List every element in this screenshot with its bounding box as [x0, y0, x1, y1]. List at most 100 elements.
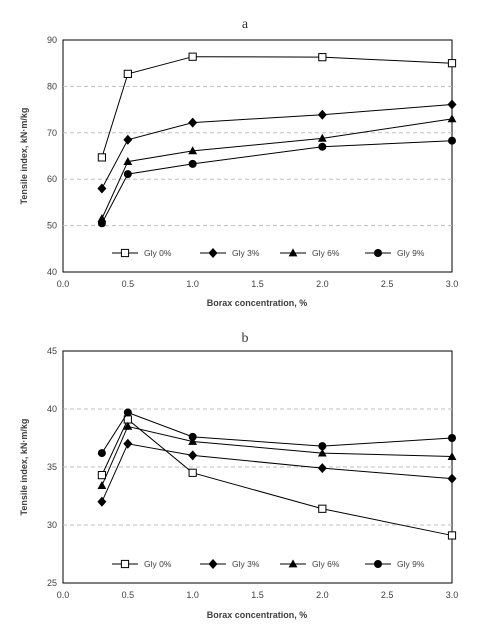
x-tick-label: 2.0: [316, 590, 329, 600]
data-point: [123, 156, 133, 165]
legend-item: Gly 0%: [112, 248, 172, 258]
y-tick-label: 45: [47, 346, 57, 356]
data-point: [447, 59, 457, 68]
data-point: [97, 153, 107, 162]
x-tick-label: 2.5: [381, 590, 394, 600]
x-tick-label: 1.0: [186, 590, 199, 600]
data-point: [318, 504, 327, 513]
panel-a-gridlines: [63, 85, 452, 227]
data-point: [97, 219, 106, 228]
data-point: [97, 480, 107, 489]
panel-a-x-tick-labels: 0.0 0.5 1.0 1.5 2.0 2.5 3.0: [57, 279, 459, 289]
legend-label: Gly 3%: [232, 559, 260, 569]
x-tick-label: 0.5: [122, 590, 135, 600]
legend-item: Gly 9%: [365, 248, 425, 258]
y-tick-label: 80: [47, 81, 57, 91]
legend-item: Gly 3%: [200, 248, 260, 258]
x-tick-label: 1.5: [251, 590, 264, 600]
legend-item: Gly 3%: [200, 559, 260, 569]
legend-marker: [208, 248, 218, 258]
legend-marker: [120, 248, 130, 258]
x-tick-label: 0.5: [122, 279, 135, 289]
data-point: [188, 52, 197, 61]
data-point: [317, 448, 327, 457]
data-point: [123, 421, 133, 430]
data-point: [123, 69, 132, 78]
x-tick-label: 2.5: [381, 279, 394, 289]
data-point: [123, 170, 132, 179]
panel-b-title: b: [242, 331, 249, 346]
legend-label: Gly 6%: [312, 559, 340, 569]
panel-b-x-axis-label: Borax concentration, %: [207, 610, 308, 620]
data-point: [318, 442, 327, 451]
data-point: [448, 136, 456, 145]
panel-b-legend: Gly 0% Gly 3% Gly 6% Gly 9%: [112, 559, 425, 569]
series-3: [97, 421, 457, 489]
data-point: [188, 159, 197, 168]
data-point: [188, 450, 198, 461]
data-point: [317, 463, 327, 474]
series-4: [97, 136, 456, 228]
y-tick-label: 70: [47, 128, 57, 138]
panel-a-y-tick-labels: 40 50 60 70 80 90: [47, 35, 57, 277]
panel-b-series: [97, 408, 457, 540]
panel-a-plot-frame: [62, 39, 453, 273]
legend-item: Gly 6%: [280, 248, 340, 258]
x-tick-label: 3.0: [446, 279, 459, 289]
y-tick-label: 40: [47, 267, 57, 277]
panel-a: a 40 50 60 70 80 90 0.0 0.5 1.0 1.5 2.0 2.5 3.0 Bor…: [19, 17, 458, 308]
data-point: [447, 99, 457, 110]
legend-label: Gly 9%: [397, 559, 425, 569]
data-point: [447, 473, 457, 484]
data-point: [123, 438, 133, 449]
legend-marker: [288, 248, 298, 257]
legend-marker: [374, 560, 382, 568]
data-point: [188, 146, 198, 155]
series-2: [97, 438, 457, 507]
data-point: [447, 531, 457, 540]
data-point: [317, 109, 327, 120]
panel-a-x-axis-label: Borax concentration, %: [207, 298, 308, 308]
panel-a-legend: Gly 0% Gly 3% Gly 6% Gly 9%: [112, 248, 425, 258]
x-tick-label: 1.0: [186, 279, 199, 289]
data-point: [97, 471, 107, 480]
data-point: [97, 449, 106, 458]
data-point: [447, 451, 457, 460]
data-point: [97, 183, 107, 194]
panel-b-x-tick-labels: 0.0 0.5 1.0 1.5 2.0 2.5 3.0: [57, 590, 459, 600]
data-point: [318, 53, 327, 62]
panel-a-series: [97, 52, 457, 228]
legend-label: Gly 9%: [397, 248, 425, 258]
legend-label: Gly 6%: [312, 248, 340, 258]
data-point: [317, 133, 327, 142]
legend-item: Gly 9%: [365, 559, 425, 569]
legend-label: Gly 0%: [144, 559, 172, 569]
legend-item: Gly 6%: [280, 559, 340, 569]
panel-a-title: a: [242, 17, 249, 32]
x-tick-label: 3.0: [446, 590, 459, 600]
data-point: [188, 436, 198, 445]
y-tick-label: 50: [47, 221, 57, 231]
y-tick-label: 40: [47, 404, 57, 414]
series-1: [97, 415, 457, 540]
legend-item: Gly 0%: [112, 559, 172, 569]
data-point: [97, 496, 107, 507]
y-tick-label: 35: [47, 462, 57, 472]
legend-marker: [208, 559, 218, 569]
legend-marker: [288, 559, 298, 568]
data-point: [318, 142, 327, 151]
y-tick-label: 30: [47, 520, 57, 530]
legend-marker: [374, 249, 382, 257]
panel-a-y-axis-label: Tensile index, kN·m/kg: [19, 108, 29, 205]
legend-marker: [120, 559, 130, 569]
legend-label: Gly 0%: [144, 248, 172, 258]
x-tick-label: 0.0: [57, 590, 70, 600]
series-2: [97, 99, 457, 194]
data-point: [188, 117, 198, 128]
data-point: [188, 468, 197, 477]
panel-b-y-tick-labels: 25 30 35 40 45: [47, 346, 57, 588]
x-tick-label: 2.0: [316, 279, 329, 289]
panel-b: b 25 30 35 40 45 0.0 0.5 1.0 1.5 2.0 2.5 3.0 Borax…: [19, 331, 458, 620]
panel-b-y-axis-label: Tensile index, kN·m/kg: [19, 419, 29, 516]
